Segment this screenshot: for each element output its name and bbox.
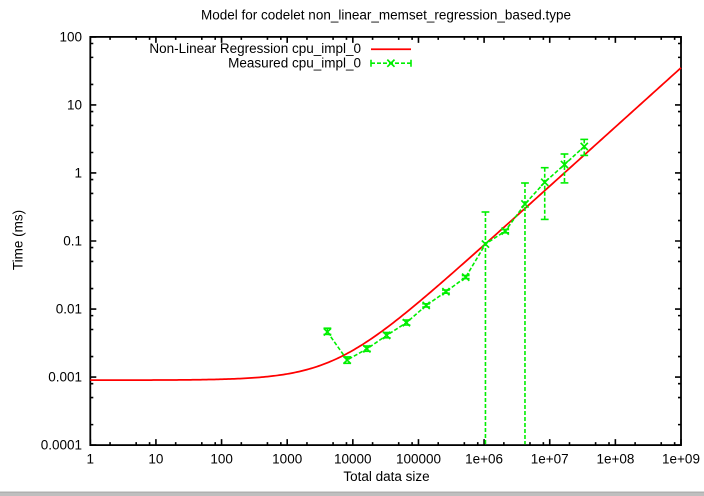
svg-text:10: 10 xyxy=(67,98,82,113)
svg-text:Model for codelet non_linear_m: Model for codelet non_linear_memset_regr… xyxy=(201,8,571,23)
svg-text:Total data size: Total data size xyxy=(343,469,429,484)
svg-text:1e+07: 1e+07 xyxy=(531,452,569,467)
svg-text:1e+06: 1e+06 xyxy=(465,452,503,467)
svg-text:10000: 10000 xyxy=(334,452,372,467)
svg-text:0.01: 0.01 xyxy=(56,302,82,317)
svg-text:1e+08: 1e+08 xyxy=(596,452,634,467)
svg-text:0.0001: 0.0001 xyxy=(41,438,82,453)
svg-text:10: 10 xyxy=(148,452,163,467)
svg-text:100000: 100000 xyxy=(396,452,441,467)
svg-text:1: 1 xyxy=(74,166,82,181)
svg-text:Non-Linear Regression cpu_impl: Non-Linear Regression cpu_impl_0 xyxy=(149,41,361,56)
svg-text:Measured cpu_impl_0: Measured cpu_impl_0 xyxy=(228,56,361,71)
svg-text:1: 1 xyxy=(87,452,95,467)
svg-text:100: 100 xyxy=(210,452,233,467)
svg-text:100: 100 xyxy=(59,30,82,45)
svg-text:0.001: 0.001 xyxy=(48,370,82,385)
svg-text:Time (ms): Time (ms) xyxy=(10,210,25,270)
svg-text:1e+09: 1e+09 xyxy=(662,452,700,467)
svg-text:1000: 1000 xyxy=(272,452,302,467)
svg-text:0.1: 0.1 xyxy=(63,234,82,249)
